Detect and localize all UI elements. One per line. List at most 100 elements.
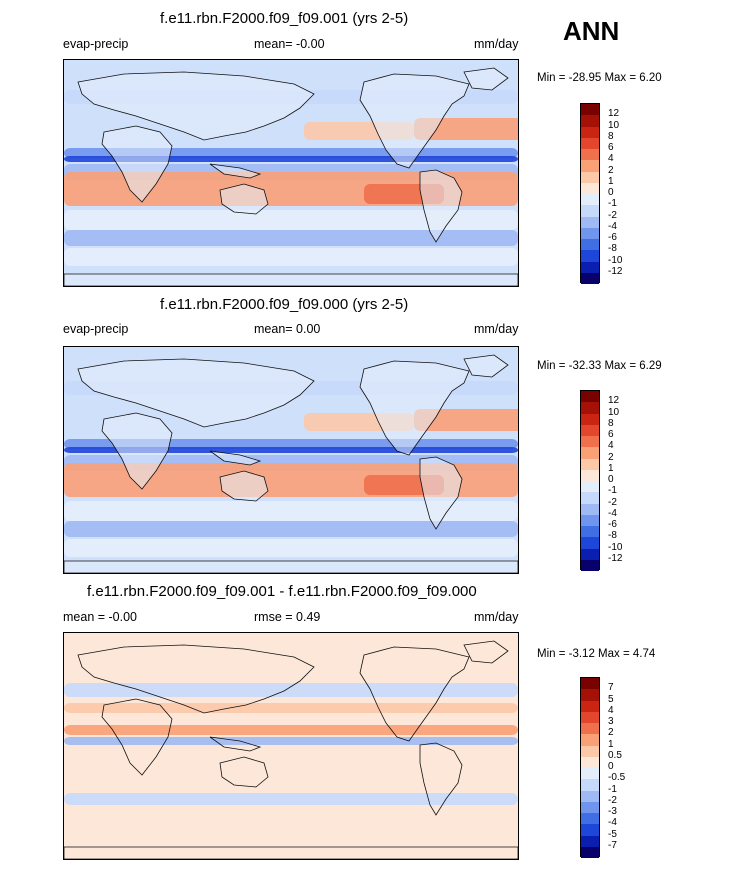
panel-3-minmax: Min = -3.12 Max = 4.74 (537, 648, 656, 660)
continent-outline (463, 640, 509, 664)
colorbar-swatch (581, 526, 599, 538)
season-label: ANN (563, 16, 620, 46)
colorbar-tick-label: -4 (608, 817, 617, 829)
panel-2-variable-label: evap-precip (63, 322, 129, 336)
panel-1-title: f.e11.rbn.F2000.f09_f09.001 (yrs 2-5) (160, 10, 409, 27)
field-band (64, 763, 518, 779)
colorbar-swatch (581, 250, 599, 262)
continent-outline (359, 646, 470, 742)
panel-1-minmax: Min = -28.95 Max = 6.20 (537, 72, 662, 84)
colorbar-swatch (581, 115, 599, 127)
colorbar-swatch (581, 514, 599, 526)
field-band (64, 653, 518, 673)
colorbar-tick-label: -4 (608, 507, 617, 519)
colorbar-tick-label: 2 (608, 451, 614, 463)
continent-outline (77, 644, 315, 714)
colorbar-tick-label: -1 (608, 485, 617, 497)
colorbar-tick-label: -8 (608, 530, 617, 542)
panel-1-colorbar (580, 103, 600, 284)
colorbar-tick-label: -5 (608, 828, 617, 840)
colorbar-swatch (581, 503, 599, 515)
panel-3-map (63, 632, 519, 860)
colorbar-swatch (581, 801, 599, 813)
colorbar-tick-label: 2 (608, 164, 614, 176)
colorbar-tick-label: 0 (608, 761, 614, 772)
continent-outline (77, 358, 315, 428)
colorbar-tick-label: 10 (608, 406, 620, 418)
field-band (64, 737, 518, 745)
colorbar-swatch (581, 723, 599, 735)
colorbar-swatch (581, 205, 599, 217)
colorbar-swatch (581, 272, 599, 284)
map-canvas (64, 60, 518, 286)
colorbar-swatch (581, 790, 599, 802)
colorbar-swatch (581, 447, 599, 459)
colorbar-swatch (581, 537, 599, 549)
colorbar-swatch (581, 700, 599, 712)
panel-3-units-label: mm/day (474, 610, 519, 624)
field-band (64, 683, 518, 697)
colorbar-tick-label: -1 (608, 783, 617, 795)
colorbar-tick-label: -6 (608, 232, 617, 243)
colorbar-swatch (581, 824, 599, 836)
panel-2-title: f.e11.rbn.F2000.f09_f09.000 (yrs 2-5) (160, 296, 409, 313)
continent-outline (77, 71, 315, 141)
colorbar-swatch (581, 402, 599, 414)
colorbar-tick-label: -2 (608, 794, 617, 806)
panel-1-mean-label: mean= -0.00 (254, 37, 325, 51)
colorbar-tick-label: 0 (608, 474, 614, 485)
colorbar-tick-label: -10 (608, 541, 623, 553)
continent-outline (219, 756, 269, 788)
continent-outline (209, 450, 262, 466)
continent-outline (463, 67, 509, 91)
colorbar-swatch (581, 391, 599, 403)
colorbar-tick-label: 1 (608, 738, 614, 750)
colorbar-swatch (581, 424, 599, 436)
continent-outline (219, 183, 269, 215)
colorbar-swatch (581, 458, 599, 470)
colorbar-tick-label: 10 (608, 119, 620, 131)
colorbar-tick-label: -4 (608, 220, 617, 232)
colorbar-tick-label: 3 (608, 716, 614, 727)
continent-outline (64, 273, 518, 286)
colorbar-tick-label: 4 (608, 704, 614, 716)
colorbar-tick-label: -7 (608, 839, 617, 851)
continent-outline (419, 169, 463, 243)
colorbar-tick-label: 4 (608, 153, 614, 165)
continent-outline (101, 125, 173, 203)
colorbar-swatch (581, 149, 599, 161)
colorbar-swatch (581, 689, 599, 701)
panel-1-map (63, 59, 519, 287)
colorbar-tick-label: -3 (608, 806, 617, 817)
continent-outline (419, 742, 463, 816)
colorbar-swatch (581, 239, 599, 251)
colorbar-tick-label: -10 (608, 254, 623, 266)
continent-outline (101, 412, 173, 490)
colorbar-tick-label: 12 (608, 395, 620, 407)
field-band (414, 409, 518, 431)
colorbar-tick-label: -12 (608, 265, 623, 277)
map-canvas (64, 347, 518, 573)
colorbar-tick-label: -2 (608, 209, 617, 221)
colorbar-swatch (581, 227, 599, 239)
field-band (64, 793, 518, 805)
colorbar-tick-label: -12 (608, 552, 623, 564)
colorbar-swatch (581, 813, 599, 825)
colorbar-swatch (581, 216, 599, 228)
colorbar-tick-label: -8 (608, 243, 617, 255)
colorbar-swatch (581, 559, 599, 571)
colorbar-tick-label: -1 (608, 198, 617, 210)
field-band (64, 521, 518, 537)
panel-3-rmse-label: rmse = 0.49 (254, 610, 321, 624)
colorbar-swatch (581, 160, 599, 172)
continent-outline (359, 360, 470, 456)
field-band (64, 501, 518, 521)
colorbar-tick-label: 6 (608, 429, 614, 440)
panel-1-variable-label: evap-precip (63, 37, 129, 51)
colorbar-swatch (581, 194, 599, 206)
colorbar-tick-label: 12 (608, 108, 620, 120)
colorbar-swatch (581, 779, 599, 791)
colorbar-swatch (581, 413, 599, 425)
colorbar-tick-label: 1 (608, 175, 614, 187)
colorbar-tick-label: -0.5 (608, 772, 626, 784)
